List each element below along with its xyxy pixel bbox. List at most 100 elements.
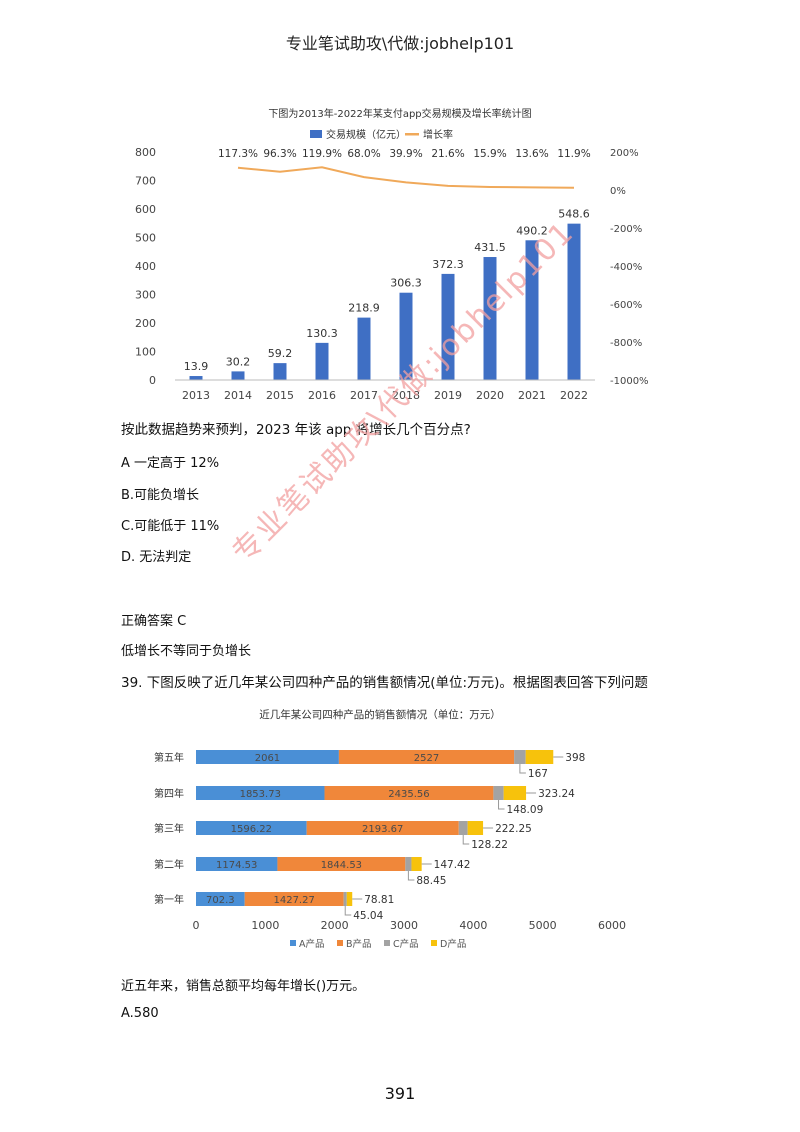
chart1-bar-label: 548.6 [558,208,590,221]
chart1-ytick-right: -200% [610,224,642,235]
chart-product-sales: 近几年某公司四种产品的销售额情况（单位：万元） 第五年第四年第三年第二年第一年 … [154,708,626,950]
chart1-bar-label: 130.3 [306,327,338,340]
chart2-bar-segment [196,821,307,835]
chart1-xtick: 2022 [560,389,588,402]
legend-label-bar: 交易规模（亿元） [326,128,406,141]
chart2-leader-line [498,800,505,810]
chart2-d-label: 222.25 [495,823,532,835]
chart1-xtick: 2021 [518,389,546,402]
chart1-bar [441,273,455,380]
chart2-bar-segment [196,786,325,800]
chart-payment-app: 下图为2013年-2022年某支付app交易规模及增长率统计图 交易规模（亿元）… [135,107,649,402]
chart2-leader-line [344,906,352,916]
chart2-category-label: 第五年 [154,751,184,764]
chart1-line-label: 13.6% [515,148,548,160]
chart2-bar-segment [244,892,344,906]
chart2-c-label: 167 [528,768,548,780]
chart2-segment-label: 2193.67 [362,824,403,835]
chart2-segment-label: 1174.53 [216,860,257,871]
chart2-legend-swatch [337,940,343,946]
chart2-xtick: 1000 [251,919,279,932]
chart2-segment-label: 1596.22 [231,824,272,835]
chart1-line-label: 39.9% [389,148,422,160]
chart2-xtick: 6000 [598,919,626,932]
chart1-line-label: 11.9% [557,148,590,160]
q38-explanation: 低增长不等同于负增长 [121,644,252,659]
chart2-bar-segment [514,750,526,764]
chart1-xtick: 2019 [434,389,462,402]
chart1-bar [525,240,539,380]
chart2-bar-segment [493,786,504,800]
chart1-bar-label: 306.3 [390,277,422,290]
q39-option-a: A.580 [121,1006,159,1021]
chart2-segment-label: 702.3 [206,895,235,906]
chart2-legend-label: A产品 [299,938,325,950]
chart2-segment-label: 2061 [255,753,280,764]
chart2-bar-segment [277,857,406,871]
chart2-bar-segment [458,821,468,835]
chart2-bar-segment [411,857,422,871]
chart2-category-label: 第二年 [154,858,184,871]
chart2-bar-segment [346,892,353,906]
chart1-growth-line [237,166,575,189]
chart1-bar [399,292,413,380]
chart2-xtick: 3000 [390,919,418,932]
chart1-bar-label: 13.9 [184,360,209,373]
chart2-segment-label: 1427.27 [273,895,314,906]
chart1-xtick: 2017 [350,389,378,402]
chart1-bar [357,317,371,380]
chart2-d-label: 147.42 [434,859,471,871]
chart1-bar [231,371,245,380]
chart2-d-label: 78.81 [364,894,394,906]
chart1-bar-label: 431.5 [474,241,506,254]
chart2-bar-segment [196,857,278,871]
chart1-ytick-left: 0 [149,374,156,387]
chart1-ytick-right: -400% [610,262,642,273]
q38-question: 按此数据趋势来预判，2023 年该 app 将增长几个百分点? [121,422,471,438]
chart1-ytick-right: -600% [610,300,642,311]
chart1-bar [315,342,329,380]
chart2-d-label: 323.24 [538,788,575,800]
chart1-ytick-right: 0% [610,186,626,197]
chart2-xtick: 0 [193,919,200,932]
chart2-leader-line [407,871,415,881]
chart2-legend-swatch [290,940,296,946]
chart2-c-label: 45.04 [353,910,383,922]
chart1-ytick-left: 800 [135,146,156,159]
chart1-bar [483,257,497,380]
legend-swatch-line [405,133,419,136]
chart1-bar-label: 218.9 [348,302,380,315]
q38-option-d: D. 无法判定 [121,550,192,565]
chart2-legend-swatch [384,940,390,946]
chart1-xtick: 2014 [224,389,252,402]
chart2-legend-label: D产品 [440,938,466,950]
chart1-ytick-right: -800% [610,338,642,349]
q39-question: 39. 下图反映了近几年某公司四种产品的销售额情况(单位:万元)。根据图表回答下… [121,675,648,691]
chart1-xtick: 2015 [266,389,294,402]
chart1-line-label: 21.6% [431,148,464,160]
chart1-bar [567,223,581,380]
chart1-ytick-right: 200% [610,148,639,159]
chart2-segment-label: 1844.53 [321,860,362,871]
chart2-bar-segment [343,892,347,906]
legend-label-line: 增长率 [423,128,453,141]
chart1-xtick: 2013 [182,389,210,402]
chart2-bar-segment [338,750,515,764]
chart2-bar-segment [306,821,459,835]
chart2-bar-segment [324,786,494,800]
chart2-bar-segment [405,857,412,871]
chart2-c-label: 88.45 [416,875,446,887]
chart1-xtick: 2018 [392,389,420,402]
chart2-legend-swatch [431,940,437,946]
chart2-legend-label: C产品 [393,938,419,950]
chart1-xtick: 2020 [476,389,504,402]
chart1-line-label: 117.3% [218,148,258,160]
page-number: 391 [384,1084,416,1103]
page-header: 专业笔试助攻\代做:jobhelp101 [285,34,515,53]
chart2-segment-label: 2527 [414,753,439,764]
chart2-c-label: 148.09 [507,804,544,816]
chart1-legend: 交易规模（亿元） 增长率 [310,128,453,141]
chart2-segment-label: 2435.56 [388,789,429,800]
chart1-xtick: 2016 [308,389,336,402]
chart2-bar-segment [525,750,554,764]
